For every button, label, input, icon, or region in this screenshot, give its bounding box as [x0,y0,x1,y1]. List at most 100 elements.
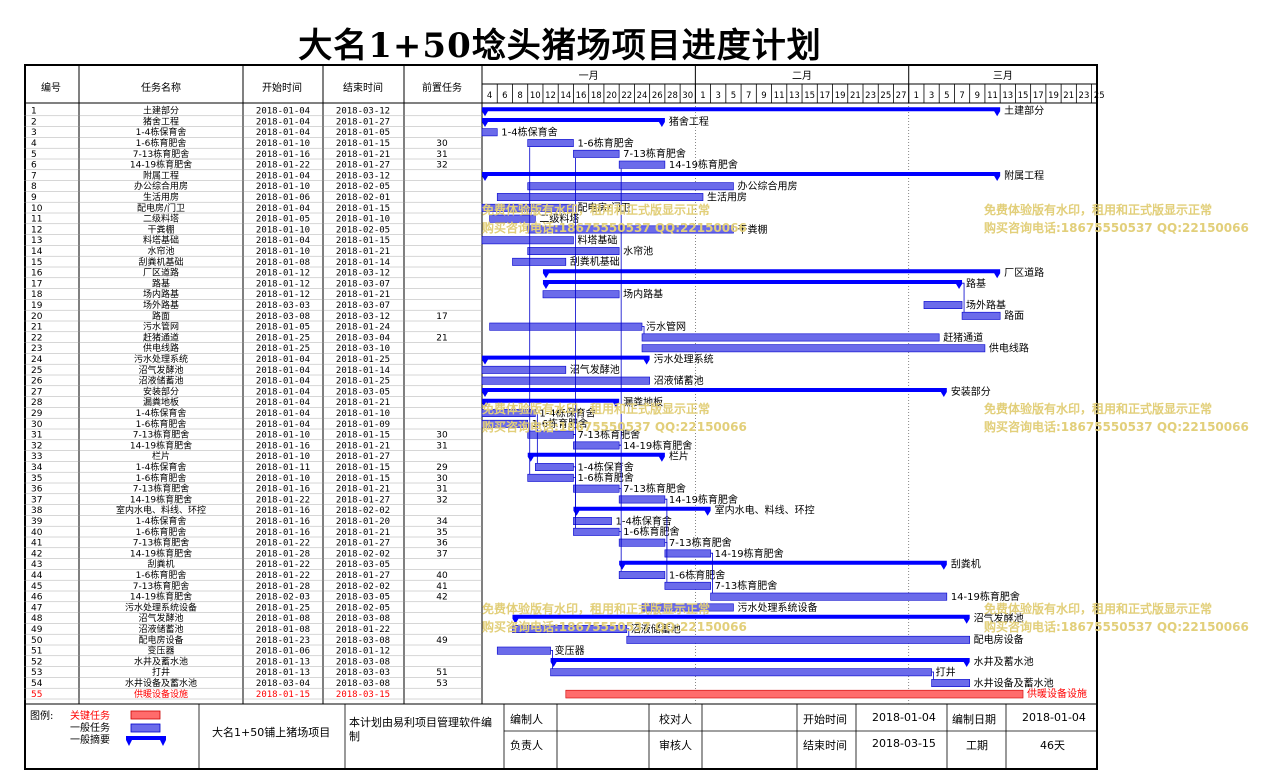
task-bar-label: 14-19栋育肥舍 [669,493,738,506]
table-row-start: 2018-01-04 [256,107,310,117]
table-row-name: 1-4栋保育舍 [136,407,187,419]
table-row-start: 2018-01-06 [256,647,310,657]
task-bar-label: 7-13栋育肥舍 [623,147,686,160]
table-row-id: 8 [31,182,37,192]
table-row-name: 刮粪机基础 [138,256,183,268]
table-row-end: 2018-01-09 [336,420,390,430]
table-row-start: 2018-01-25 [256,603,310,613]
task-bar-label: 1-4栋保育舍 [539,406,595,419]
day-label: 9 [975,91,980,101]
table-row-name: 1-4栋保育舍 [136,126,187,138]
col-header-start: 开始时间 [262,81,302,94]
footer-start-label: 开始时间 [803,713,847,726]
dependency-link [710,552,713,593]
table-row-end: 2018-02-02 [336,549,390,559]
table-row-pred: 49 [436,636,448,646]
table-row-start: 2018-01-08 [256,614,310,624]
table-row-name: 7-13栋育肥舍 [133,483,189,495]
table-row-start: 2018-01-08 [256,625,310,635]
task-bar-label: 二级料塔 [539,212,579,225]
table-row-start: 2018-01-10 [256,225,310,235]
table-row-start: 2018-01-10 [256,431,310,441]
task-bar-label: 14-19栋育肥舍 [669,158,738,171]
table-row-name: 1-6栋育肥舍 [136,137,187,149]
table-row-start: 2018-01-04 [256,128,310,138]
table-row-name: 1-6栋育肥舍 [136,472,187,484]
task-bar-label: 办公综合用房 [737,180,797,193]
table-row-id: 43 [31,560,42,570]
table-row-id: 9 [31,193,37,203]
task-bar-label: 1-6栋育肥舍 [623,525,679,538]
table-row-end: 2018-03-05 [336,593,390,603]
table-row-name: 水井设备及蓄水池 [125,677,197,689]
table-row-end: 2018-01-21 [336,398,390,408]
table-row-id: 34 [31,463,43,473]
table-row-name: 配电房/门卫 [137,202,185,214]
table-row-name: 路面 [152,310,170,322]
table-row-end: 2018-01-21 [336,485,390,495]
table-row-name: 刮粪机 [147,558,174,570]
day-label: 12 [545,91,556,101]
watermark-bottom-right: 免费体验版有水印，租用和正式版显示正常 购买咨询电话:18675550537 QQ… [984,602,1249,634]
task-bar [535,463,574,471]
month-label: 二月 [792,70,812,82]
table-row-end: 2018-01-14 [336,366,390,376]
task-bar-label: 漏粪地板 [623,396,663,409]
day-label: 15 [1018,91,1029,101]
dependency-link [573,477,576,529]
table-row-id: 10 [31,204,43,214]
table-row-start: 2018-03-03 [256,301,310,311]
task-bar [489,214,536,223]
table-row-end: 2018-01-27 [336,495,390,505]
table-row-start: 2018-01-06 [256,193,310,203]
day-label: 21 [850,91,861,101]
task-bar [573,441,620,450]
table-row-id: 42 [31,549,42,559]
table-row-id: 51 [31,647,42,657]
table-row-id: 2 [31,117,37,127]
day-label: 17 [819,91,830,101]
table-row-pred: 30 [436,431,448,441]
footer-start-value: 2018-01-04 [872,711,936,724]
day-label: 5 [944,91,949,101]
footer-duration-value: 46天 [1040,739,1065,752]
task-bar-label: 1-4栋保育舍 [616,514,672,527]
task-bar [961,311,1001,320]
task-bar [527,139,574,147]
task-bar-label: 路基 [966,277,986,290]
table-row-pred: 53 [436,679,447,689]
task-bar-label: 变压器 [555,644,585,657]
table-row-name: 14-19栋育肥舍 [130,493,192,505]
table-row-name: 沼液储蓄池 [138,623,183,635]
dependency-link [550,650,553,669]
task-bar [618,571,666,580]
task-bar-label: 1-6栋育肥舍 [532,417,588,430]
table-row-id: 19 [31,301,43,311]
task-bar-label: 沼气发酵池 [974,612,1024,625]
table-row-name: 14-19栋育肥舍 [130,547,192,559]
table-row-name: 室内水电、料线、环控 [116,504,206,516]
legend-summary-swatch [126,736,166,746]
day-label: 1 [914,91,919,101]
task-bar-label: 污水处理系统设备 [737,601,817,614]
summary-bar [619,560,947,570]
table-row-end: 2018-03-12 [336,269,390,279]
table-row-start: 2018-01-04 [256,171,310,181]
day-label: 28 [667,91,678,101]
table-row-end: 2018-01-24 [336,323,390,333]
table-row-start: 2018-01-04 [256,377,310,387]
table-row-pred: 40 [436,571,448,581]
table-row-end: 2018-03-08 [336,614,390,624]
table-row-name: 7-13栋育肥舍 [133,580,189,592]
table-row-id: 30 [31,420,43,430]
table-row-pred: 31 [436,150,447,160]
table-row-start: 2018-01-05 [256,323,310,333]
table-row-name: 1-6栋育肥舍 [136,569,187,581]
table-row-start: 2018-01-13 [256,657,310,667]
table-row-id: 1 [31,107,37,117]
table-row-name: 14-19栋育肥舍 [130,591,192,603]
footer-end-value: 2018-03-15 [872,737,936,750]
task-bar [550,668,932,677]
day-label: 14 [560,91,571,101]
day-label: 7 [746,91,751,101]
